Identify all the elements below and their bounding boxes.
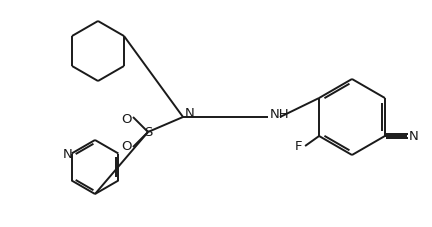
Text: N: N <box>63 147 73 160</box>
Text: F: F <box>294 140 302 153</box>
Text: N: N <box>185 106 195 119</box>
Text: O: O <box>121 140 131 153</box>
Text: N: N <box>409 130 419 143</box>
Text: NH: NH <box>270 107 289 120</box>
Text: O: O <box>121 112 131 125</box>
Text: S: S <box>144 126 152 139</box>
